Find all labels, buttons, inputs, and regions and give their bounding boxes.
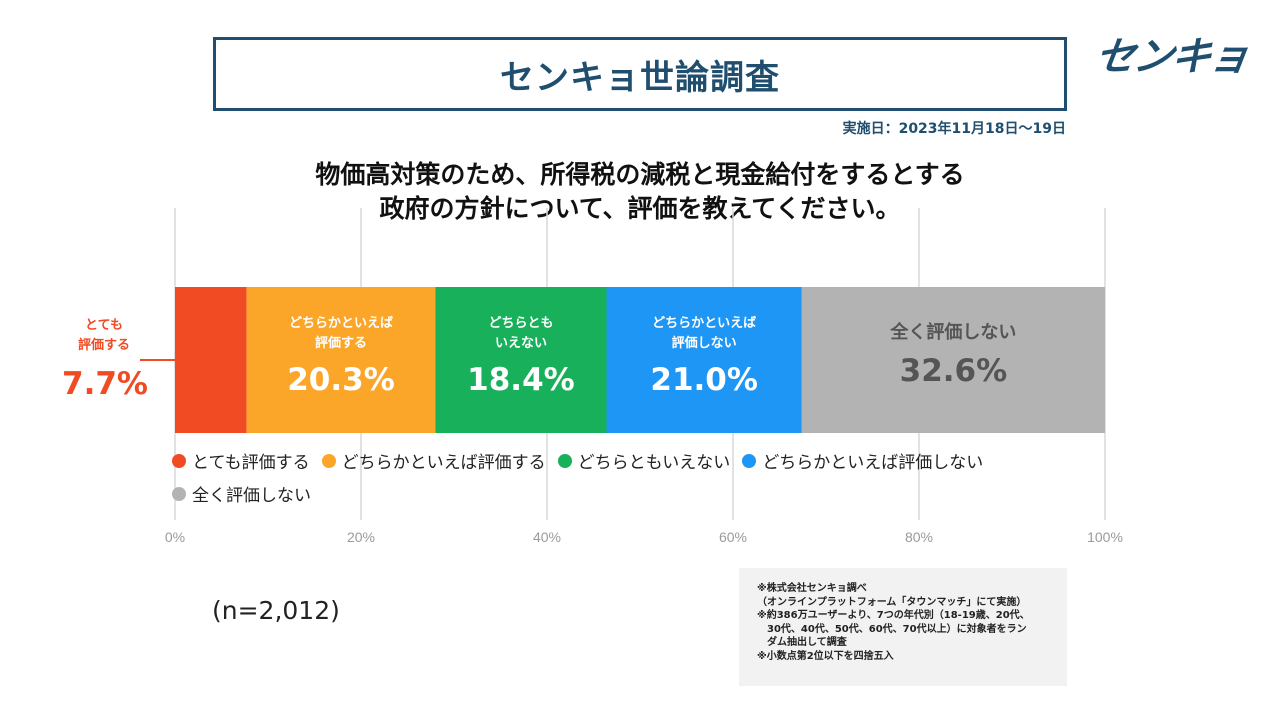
- x-tick-label: 100%: [1087, 529, 1123, 545]
- sample-size: (n=2,012): [212, 596, 340, 625]
- legend-dot-icon: [172, 486, 186, 501]
- legend-item: どちらかといえば評価する: [321, 448, 546, 473]
- seg-4-value-label: 32.6%: [899, 353, 1008, 389]
- x-tick-label: 20%: [347, 529, 375, 545]
- legend-label: とても評価する: [192, 453, 310, 473]
- seg-1-label: どちらかといえば 評価する 20.3%: [247, 314, 436, 400]
- seg-3-label-line1: どちらかといえば: [652, 316, 757, 331]
- legend-dot-icon: [172, 453, 186, 468]
- survey-date: 実施日：2023年11月18日～19日: [842, 121, 1066, 137]
- seg-3-label-line2: 評価しない: [671, 336, 737, 351]
- seg-2-label-line2: いえない: [494, 336, 547, 351]
- seg-2-label-line1: どちらとも: [488, 316, 554, 331]
- bar-segment-3: [606, 287, 802, 433]
- seg-3-value-label: 21.0%: [650, 362, 758, 398]
- seg-1-label-line1: どちらかといえば: [288, 316, 393, 331]
- legend-label: 全く評価しない: [192, 486, 311, 506]
- note-line: （オンラインプラットフォーム「タウンマッチ」にて実施）: [757, 596, 1027, 608]
- question: 物価高対策のため、所得税の減税と現金給付をするとする 政府の方針について、評価を…: [200, 158, 1080, 226]
- x-tick-label: 60%: [719, 529, 747, 545]
- seg-2-value-label: 18.4%: [467, 362, 575, 398]
- seg-4-label: 全く評価しない 32.6%: [802, 321, 1105, 391]
- x-tick-label: 0%: [165, 529, 185, 545]
- seg-3-label: どちらかといえば 評価しない 21.0%: [607, 314, 802, 400]
- seg-1-label-line2: 評価する: [314, 336, 367, 351]
- seg-4-label-line1: 全く評価しない: [890, 322, 1017, 343]
- question-line-2: 政府の方針について、評価を教えてください。: [379, 194, 901, 223]
- legend-item: とても評価する: [172, 448, 310, 473]
- bar-segment-2: [435, 287, 607, 433]
- legend-dot-icon: [742, 453, 757, 468]
- seg-0-outside-label: とても 評価する: [56, 316, 152, 356]
- seg-1-value-label: 20.3%: [287, 362, 395, 398]
- notes-box: ※株式会社センキョ調べ （オンラインプラットフォーム「タウンマッチ」にて実施） …: [739, 568, 1067, 686]
- bar-segment-4: [801, 287, 1105, 433]
- x-tick-label: 80%: [905, 529, 933, 545]
- title-box: センキョ世論調査: [213, 37, 1067, 111]
- question-line-1: 物価高対策のため、所得税の減税と現金給付をするとする: [315, 160, 965, 189]
- legend-label: どちらかといえば評価する: [341, 453, 546, 473]
- note-line: ※約386万ユーザーより、7つの年代別（18-19歳、20代、: [757, 610, 1030, 621]
- note-line: 30代、40代、50代、60代、70代以上）に対象者をラン: [757, 623, 1027, 635]
- legend-item: どちらかといえば評価しない: [742, 448, 983, 473]
- seg-0-label-line2: 評価する: [77, 338, 130, 353]
- legend-label: どちらともいえない: [577, 453, 731, 473]
- legend-label: どちらかといえば評価しない: [762, 453, 984, 473]
- legend-item: 全く評価しない: [172, 481, 311, 506]
- chart-legend: とても評価する どちらかといえば評価する どちらともいえない どちらかといえば評…: [172, 448, 1052, 506]
- x-tick-label: 40%: [533, 529, 561, 545]
- seg-0-value-label: 7.7%: [62, 366, 148, 402]
- seg-0-label-line1: とても: [85, 318, 123, 333]
- seg-2-label: どちらとも いえない 18.4%: [435, 314, 606, 400]
- legend-dot-icon: [557, 453, 572, 468]
- bar-segment-0: [175, 287, 247, 433]
- legend-dot-icon: [321, 453, 336, 468]
- note-line: ※小数点第2位以下を四捨五入: [757, 650, 894, 662]
- bar-segment-1: [246, 287, 436, 433]
- note-line: ダム抽出して調査: [757, 637, 847, 648]
- page-title: センキョ世論調査: [500, 57, 780, 98]
- legend-item: どちらともいえない: [557, 448, 731, 473]
- note-line: ※株式会社センキョ調べ: [757, 583, 867, 594]
